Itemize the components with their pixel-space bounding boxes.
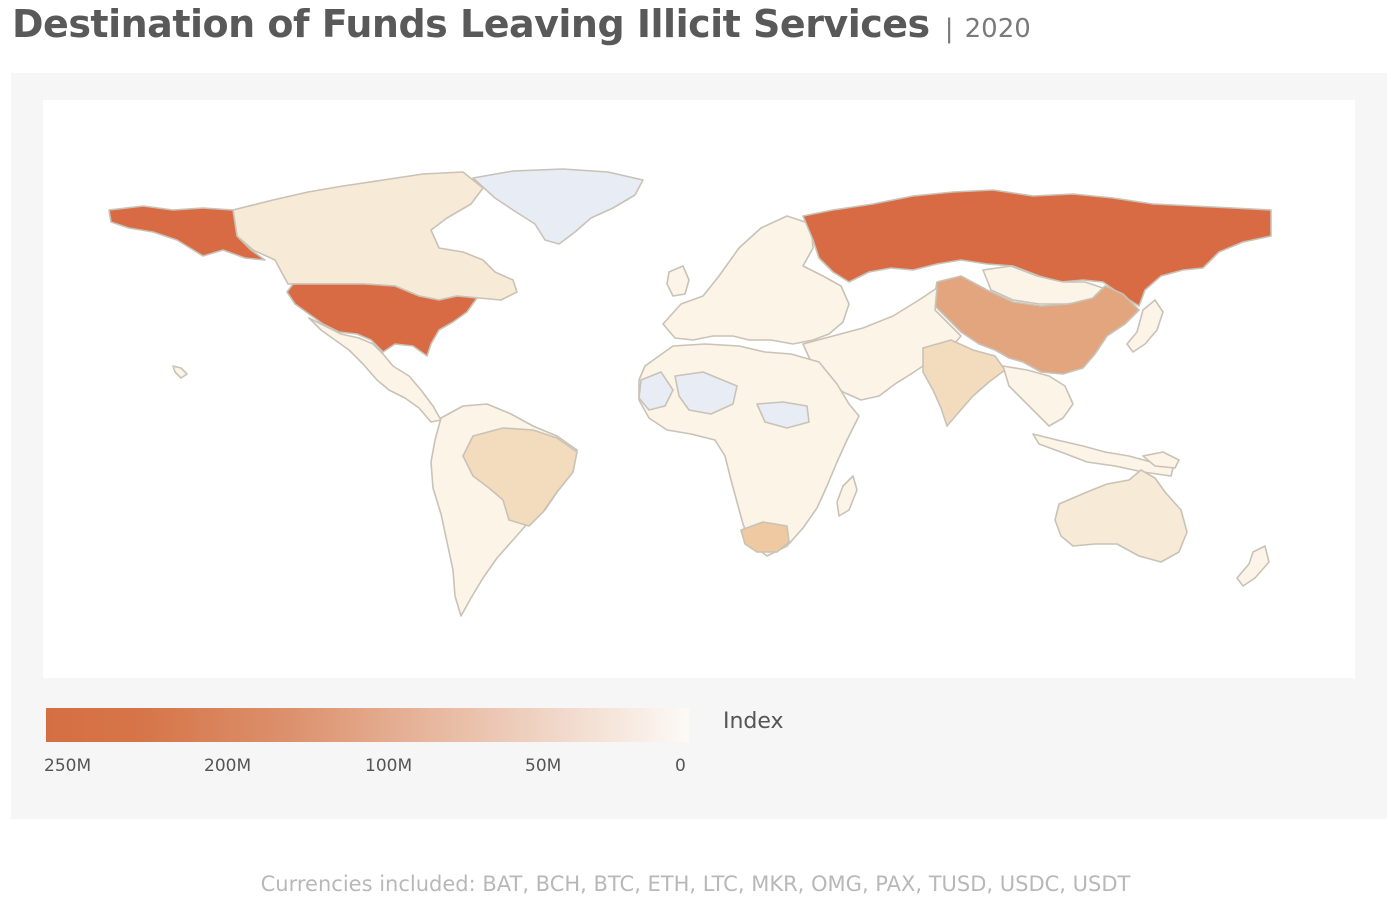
region-greenland[interactable] — [472, 168, 644, 245]
legend-tick-50m: 50M — [525, 756, 562, 776]
region-new-zealand[interactable] — [1236, 545, 1270, 587]
region-alaska[interactable] — [108, 205, 266, 261]
region-indonesia[interactable] — [1032, 433, 1174, 477]
legend-title: Index — [723, 709, 784, 734]
world-choropleth-map — [108, 168, 1272, 617]
chart-title: Destination of Funds Leaving Illicit Ser… — [12, 2, 930, 46]
region-mauritania[interactable] — [638, 371, 674, 411]
region-china[interactable] — [932, 275, 1140, 375]
legend-tick-100m: 100M — [365, 756, 413, 776]
region-africa[interactable] — [638, 343, 860, 557]
region-southeast-asia[interactable] — [1002, 365, 1074, 427]
legend-tick-200m: 200M — [204, 756, 252, 776]
region-japan[interactable] — [1126, 299, 1164, 353]
map-frame — [43, 100, 1355, 678]
chart-panel: Index 250M 200M 100M 50M 0 — [11, 73, 1387, 819]
region-south-sudan[interactable] — [756, 401, 810, 429]
region-united-kingdom[interactable] — [666, 265, 690, 297]
region-brazil[interactable] — [462, 427, 578, 527]
chart-title-row: Destination of Funds Leaving Illicit Ser… — [12, 2, 1031, 48]
region-canada[interactable] — [232, 171, 518, 301]
region-russia[interactable] — [802, 189, 1272, 307]
region-south-africa[interactable] — [740, 521, 790, 553]
legend-tick-250m: 250M — [44, 756, 92, 776]
region-europe[interactable] — [662, 215, 850, 345]
currencies-footnote: Currencies included: BAT, BCH, BTC, ETH,… — [260, 872, 1131, 896]
region-mali[interactable] — [674, 371, 738, 415]
region-india[interactable] — [922, 339, 1006, 427]
chart-year: 2020 — [964, 14, 1031, 44]
region-united-states[interactable] — [286, 283, 478, 357]
region-hawaii[interactable] — [172, 365, 188, 379]
region-madagascar[interactable] — [836, 475, 858, 517]
legend-tick-0: 0 — [675, 756, 686, 776]
region-papua[interactable] — [1142, 451, 1180, 469]
legend-color-bar — [46, 708, 689, 742]
title-separator: | — [944, 14, 954, 44]
region-australia[interactable] — [1054, 469, 1188, 563]
